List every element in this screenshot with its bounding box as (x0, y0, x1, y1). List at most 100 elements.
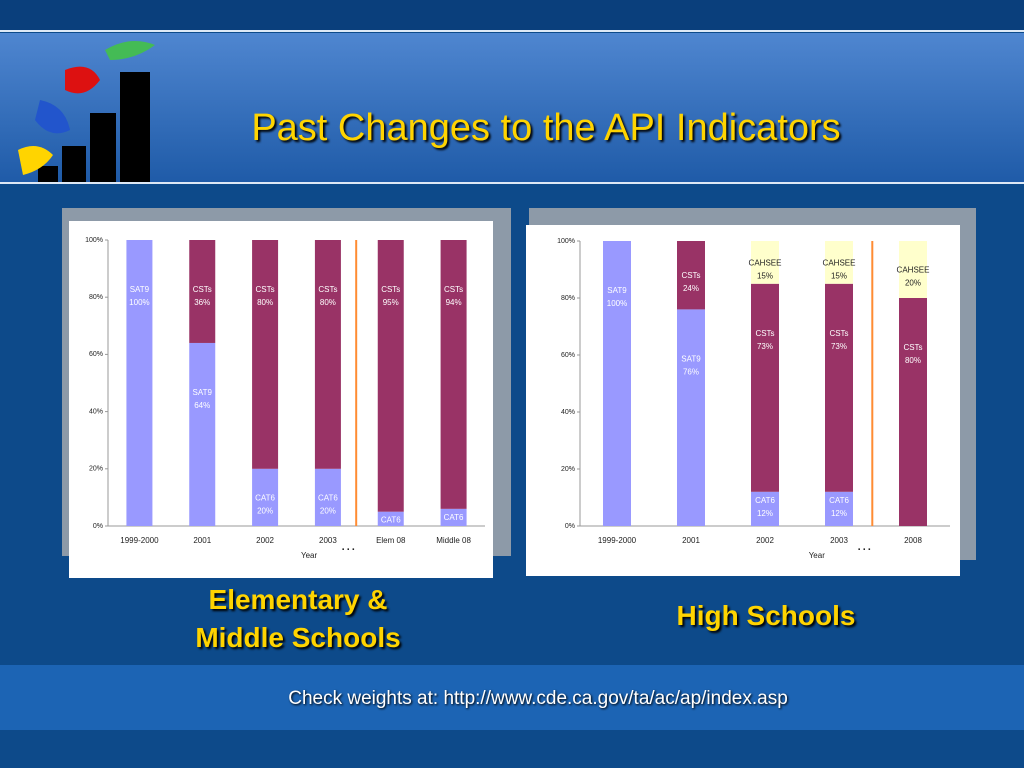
bar-segment (825, 241, 853, 284)
segment-name: CSTs (381, 285, 400, 294)
value-label: 6% (448, 526, 460, 535)
x-tick-label: Elem 08 (376, 536, 406, 545)
segment-name: CSTs (256, 285, 275, 294)
segment-name: CAT6 (381, 516, 401, 525)
x-tick-label: 2001 (193, 536, 211, 545)
bar-segment (751, 283, 779, 492)
value-label: 12% (831, 509, 847, 518)
value-label: 20% (905, 279, 921, 288)
x-tick-label: 1999-2000 (120, 536, 159, 545)
bar-segment (252, 240, 279, 469)
value-label: 80% (905, 356, 921, 365)
segment-name: CSTs (681, 271, 700, 280)
break-label: … (856, 537, 872, 554)
segment-name: SAT9 (681, 354, 701, 363)
value-label: 15% (757, 271, 773, 280)
bar-segment (440, 240, 467, 509)
bar-segment (189, 240, 216, 343)
segment-name: SAT9 (193, 388, 213, 397)
x-tick-label: Middle 08 (436, 536, 471, 545)
value-label: 76% (683, 367, 699, 376)
segment-name: CSTs (829, 329, 848, 338)
title-band (0, 33, 1024, 182)
y-tick-label: 80% (561, 295, 575, 302)
segment-name: CAHSEE (823, 258, 856, 267)
y-tick-label: 20% (561, 466, 575, 473)
bar-segment (314, 240, 341, 469)
segment-name: CAT6 (444, 513, 464, 522)
y-tick-label: 0% (93, 523, 103, 530)
x-axis-label: Year (809, 551, 826, 560)
bar-segment (314, 468, 341, 526)
y-tick-label: 100% (557, 238, 575, 245)
bar-segment (189, 342, 216, 526)
break-label: … (340, 537, 356, 554)
x-axis-label: Year (301, 551, 318, 560)
logo (18, 41, 155, 182)
bar-segment (440, 508, 467, 526)
chart-caption: High Schools (676, 600, 856, 631)
segment-name: CSTs (755, 329, 774, 338)
x-tick-label: 2008 (904, 536, 922, 545)
value-label: 73% (831, 342, 847, 351)
value-label: 15% (831, 271, 847, 280)
y-tick-label: 20% (89, 466, 103, 473)
bar-segment (603, 241, 631, 526)
segment-name: CSTs (444, 285, 463, 294)
value-label: 36% (194, 298, 210, 307)
x-tick-label: 2002 (756, 536, 774, 545)
x-tick-label: 2003 (830, 536, 848, 545)
value-label: 80% (257, 298, 273, 307)
value-label: 80% (320, 298, 336, 307)
value-label: 20% (320, 506, 336, 515)
bar-segment (825, 283, 853, 492)
bar-segment (751, 491, 779, 526)
bar-segment (825, 491, 853, 526)
segment-name: CSTs (318, 285, 337, 294)
y-tick-label: 0% (565, 523, 575, 530)
y-tick-label: 60% (561, 352, 575, 359)
y-tick-label: 80% (89, 294, 103, 301)
y-tick-label: 40% (89, 408, 103, 415)
value-label: 100% (129, 298, 149, 307)
segment-name: CSTs (903, 343, 922, 352)
value-label: 95% (383, 298, 399, 307)
segment-name: CAT6 (829, 496, 849, 505)
bar-segment (377, 240, 404, 512)
x-tick-label: 2002 (256, 536, 274, 545)
y-tick-label: 100% (85, 237, 103, 244)
value-label: 100% (607, 299, 627, 308)
segment-name: CAT6 (318, 493, 338, 502)
y-tick-label: 40% (561, 409, 575, 416)
bar-segment (751, 241, 779, 284)
bar-segment (677, 309, 705, 526)
segment-name: CAHSEE (897, 266, 930, 275)
bar-segment (126, 240, 153, 526)
bar-segment (677, 241, 705, 310)
segment-name: CSTs (193, 285, 212, 294)
bar-segment (899, 241, 927, 298)
value-label: 24% (683, 284, 699, 293)
value-label: 12% (757, 509, 773, 518)
segment-name: SAT9 (607, 286, 627, 295)
value-label: 73% (757, 342, 773, 351)
segment-name: CAT6 (755, 496, 775, 505)
segment-name: CAHSEE (749, 258, 782, 267)
value-label: 20% (257, 506, 273, 515)
footer-text: Check weights at: http://www.cde.ca.gov/… (288, 688, 788, 709)
bar-segment (252, 468, 279, 526)
chart-panel (526, 225, 960, 576)
x-tick-label: 2003 (319, 536, 337, 545)
chart-caption: Elementary & Middle Schools (195, 584, 401, 653)
top-band (0, 0, 1024, 30)
value-label: 94% (446, 298, 462, 307)
bar-segment (899, 298, 927, 526)
value-label: 64% (194, 401, 210, 410)
x-tick-label: 1999-2000 (598, 536, 637, 545)
y-tick-label: 60% (89, 351, 103, 358)
segment-name: CAT6 (255, 493, 275, 502)
x-tick-label: 2001 (682, 536, 700, 545)
value-label: 5% (385, 529, 397, 538)
